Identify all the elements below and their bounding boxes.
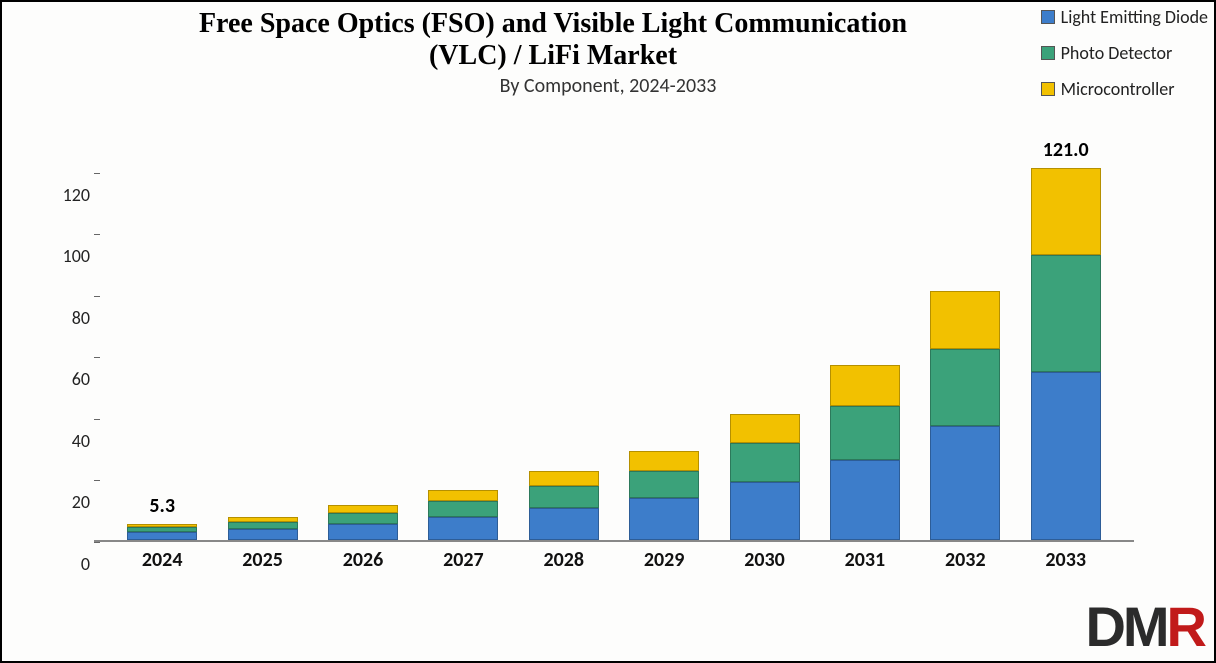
x-tick-label: 2029 xyxy=(629,548,699,572)
legend: Light Emitting Diode Photo Detector Microc… xyxy=(1041,6,1208,114)
bar-segment-led xyxy=(1031,372,1101,540)
y-tick-label: 80 xyxy=(50,307,90,329)
bar-segment-led xyxy=(228,529,298,540)
legend-swatch-icon xyxy=(1041,46,1055,60)
dmr-logo: DMR xyxy=(1085,599,1204,655)
bar-segment-micro xyxy=(1031,168,1101,256)
x-tick-label: 2032 xyxy=(930,548,1000,572)
legend-swatch-icon xyxy=(1041,10,1055,24)
bar-group: 121.0 xyxy=(1031,168,1101,540)
legend-label: Photo Detector xyxy=(1061,42,1173,64)
chart-frame: Free Space Optics (FSO) and Visible Ligh… xyxy=(0,0,1216,663)
legend-item: Microcontroller xyxy=(1041,78,1208,100)
y-tick-label: 120 xyxy=(50,184,90,206)
plot-region: 5.3 121.0 xyxy=(94,142,1134,542)
x-tick-label: 2033 xyxy=(1031,548,1101,572)
bar-group xyxy=(830,365,900,540)
bar-group xyxy=(730,414,800,540)
bar-segment-photo xyxy=(730,443,800,481)
y-tick-label: 60 xyxy=(50,368,90,390)
bar-segment-photo xyxy=(428,501,498,516)
x-tick-label: 2028 xyxy=(529,548,599,572)
logo-letter-m: M xyxy=(1123,595,1167,658)
y-tick-label: 40 xyxy=(50,430,90,452)
bar-segment-photo xyxy=(830,406,900,460)
bar-segment-led xyxy=(428,517,498,540)
chart-area: 020406080100120 5.3121.0 202420252026202… xyxy=(50,142,1150,582)
bar-segment-led xyxy=(127,532,197,540)
bar-total-label: 121.0 xyxy=(1043,138,1089,162)
x-axis-labels: 2024 2025 2026 2027 2028 2029 2030 2031 2032 2033 xyxy=(94,548,1134,572)
title-line-1: Free Space Optics (FSO) and Visible Ligh… xyxy=(199,8,907,39)
bar-segment-led xyxy=(629,498,699,540)
bar-segment-photo xyxy=(529,486,599,508)
bar-segment-photo xyxy=(629,471,699,499)
bar-segment-led xyxy=(830,460,900,540)
x-tick-label: 2030 xyxy=(730,548,800,572)
x-tick-label: 2026 xyxy=(328,548,398,572)
bar-group xyxy=(529,471,599,540)
legend-swatch-icon xyxy=(1041,82,1055,96)
legend-item: Photo Detector xyxy=(1041,42,1208,64)
bar-group xyxy=(228,517,298,540)
logo-letter-r: R xyxy=(1167,595,1204,658)
bar-segment-micro xyxy=(529,471,599,486)
chart-title: Free Space Optics (FSO) and Visible Ligh… xyxy=(2,2,1214,72)
bar-group xyxy=(930,291,1000,540)
bar-segment-micro xyxy=(830,365,900,407)
bar-segment-led xyxy=(529,508,599,540)
bar-segment-micro xyxy=(930,291,1000,349)
bar-segment-photo xyxy=(1031,255,1101,372)
bar-group xyxy=(328,505,398,540)
legend-label: Microcontroller xyxy=(1061,78,1175,100)
bar-segment-photo xyxy=(328,513,398,524)
title-line-2: (VLC) / LiFi Market xyxy=(429,40,677,71)
x-tick-label: 2031 xyxy=(830,548,900,572)
bar-group: 5.3 xyxy=(127,524,197,540)
y-tick-label: 100 xyxy=(50,245,90,267)
bar-segment-micro xyxy=(428,490,498,501)
legend-label: Light Emitting Diode xyxy=(1061,6,1208,28)
logo-letter-d: D xyxy=(1085,595,1122,658)
bar-segment-micro xyxy=(730,414,800,443)
bar-segment-led xyxy=(930,426,1000,540)
y-tick-mark xyxy=(94,542,100,543)
chart-subtitle: By Component, 2024-2033 xyxy=(2,74,1214,98)
legend-item: Light Emitting Diode xyxy=(1041,6,1208,28)
bar-segment-micro xyxy=(629,451,699,471)
bar-segment-photo xyxy=(228,522,298,529)
bar-segment-micro xyxy=(328,505,398,513)
bar-group xyxy=(629,451,699,540)
bar-total-label: 5.3 xyxy=(149,494,175,518)
y-tick-label: 0 xyxy=(50,553,90,575)
bar-group xyxy=(428,490,498,540)
bar-segment-photo xyxy=(930,349,1000,426)
bars-container: 5.3 121.0 xyxy=(94,142,1134,540)
y-tick-label: 20 xyxy=(50,491,90,513)
x-tick-label: 2024 xyxy=(127,548,197,572)
x-tick-label: 2027 xyxy=(428,548,498,572)
bar-segment-led xyxy=(328,524,398,540)
bar-segment-led xyxy=(730,482,800,540)
x-tick-label: 2025 xyxy=(228,548,298,572)
